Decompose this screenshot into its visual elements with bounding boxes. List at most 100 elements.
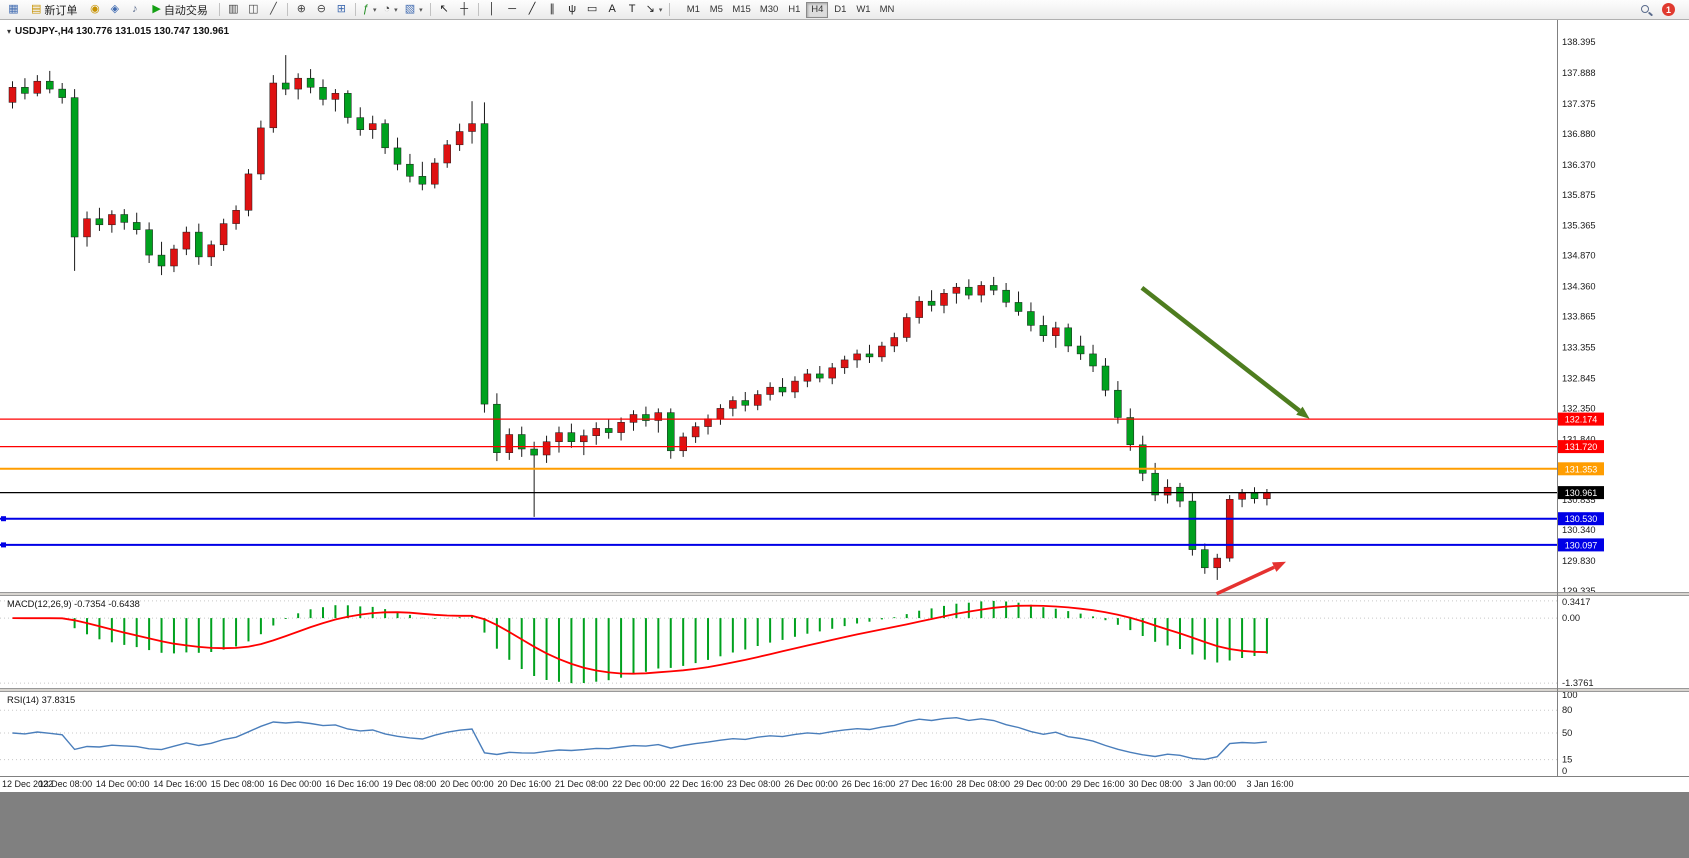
panel-chrome — [0, 20, 1689, 858]
svg-text:134.870: 134.870 — [1562, 251, 1596, 261]
svg-text:100: 100 — [1562, 690, 1578, 700]
sound-button[interactable]: ♪ — [125, 1, 144, 18]
zoom-in-button[interactable]: ⊕ — [292, 1, 311, 18]
svg-text:22 Dec 00:00: 22 Dec 00:00 — [612, 779, 666, 789]
svg-text:131.840: 131.840 — [1562, 434, 1596, 444]
compass-icon: ◉ — [90, 3, 100, 15]
rsi-panel: 100 80 50 150 — [0, 690, 1578, 776]
toolbar-separator — [354, 3, 356, 16]
chart-window-icon: ▦ — [8, 3, 19, 15]
svg-text:0.3417: 0.3417 — [1562, 597, 1590, 607]
timeframe-m1-button[interactable]: M1 — [682, 2, 704, 18]
svg-text:12 Dec 2022: 12 Dec 2022 — [2, 779, 53, 789]
cursor-button[interactable]: ↖ — [435, 1, 454, 18]
chart-window-button[interactable]: ▦ — [4, 1, 23, 18]
chart-area[interactable]: 138.395 137.888 137.375 136.880 136.370 135.8… — [0, 20, 1689, 858]
arrows-icon: ↘ — [645, 3, 655, 15]
svg-text:130.530: 130.530 — [1565, 514, 1598, 524]
timeframe-m5-button[interactable]: M5 — [705, 2, 727, 18]
svg-text:129.830: 129.830 — [1562, 556, 1596, 566]
timeframe-m15-button[interactable]: M15 — [728, 2, 754, 18]
svg-text:0: 0 — [1562, 766, 1567, 776]
svg-text:137.888: 137.888 — [1562, 68, 1596, 78]
svg-text:131.353: 131.353 — [1565, 464, 1598, 474]
crosshair-button[interactable]: ┼ — [455, 1, 474, 18]
fibonacci-button[interactable]: ψ — [563, 1, 582, 18]
periods-icon: ◔ — [383, 3, 391, 15]
auto-trading-icon: ▶ — [152, 3, 161, 15]
fibonacci-icon: ψ — [568, 3, 577, 15]
timeframe-m30-button[interactable]: M30 — [756, 2, 782, 18]
candles-layer — [8, 55, 1271, 580]
timeframe-mn-button[interactable]: MN — [876, 2, 899, 18]
price-badges: 132.174 131.720 131.353 130.961 130.530 130.0… — [1558, 412, 1604, 552]
svg-text:20 Dec 00:00: 20 Dec 00:00 — [440, 779, 494, 789]
horizontal-line-button[interactable]: ─ — [503, 1, 522, 18]
compass-button[interactable]: ◉ — [85, 1, 104, 18]
svg-text:26 Dec 16:00: 26 Dec 16:00 — [842, 779, 896, 789]
svg-text:130.961: 130.961 — [1565, 488, 1598, 498]
svg-text:13 Dec 08:00: 13 Dec 08:00 — [39, 779, 93, 789]
dropdown-caret-icon: ▾ — [394, 6, 398, 14]
macd-panel: 0.3417 0.00 -1.3761 — [0, 597, 1594, 688]
bar-chart-button[interactable]: ▥ — [224, 1, 243, 18]
indicators-icon: ƒ — [362, 3, 369, 15]
data-window-button[interactable]: ◈ — [105, 1, 124, 18]
svg-text:29 Dec 16:00: 29 Dec 16:00 — [1071, 779, 1125, 789]
svg-text:3 Jan 00:00: 3 Jan 00:00 — [1189, 779, 1236, 789]
candlestick-chart-button[interactable]: ◫ — [244, 1, 263, 18]
svg-text:129.335: 129.335 — [1562, 586, 1596, 596]
annotation-arrows[interactable] — [1140, 286, 1310, 596]
search-icon[interactable] — [1639, 3, 1653, 17]
equidistant-channel-button[interactable]: ∥ — [543, 1, 562, 18]
text-label-icon: T — [628, 3, 636, 15]
arrows-button[interactable]: ↘ ▾ — [643, 1, 666, 18]
new-order-button[interactable]: ▤ 新订单 — [24, 1, 84, 18]
timeframe-h1-button[interactable]: H1 — [783, 2, 805, 18]
svg-text:136.370: 136.370 — [1562, 160, 1596, 170]
toolbar-right: 1 — [1639, 3, 1685, 17]
line-chart-icon: ╱ — [270, 3, 277, 15]
dropdown-caret-icon: ▾ — [419, 6, 423, 14]
templates-icon: ▧ — [404, 3, 416, 15]
svg-text:23 Dec 08:00: 23 Dec 08:00 — [727, 779, 781, 789]
zoom-out-button[interactable]: ⊖ — [312, 1, 331, 18]
tile-windows-button[interactable]: ⊞ — [332, 1, 351, 18]
notification-badge[interactable]: 1 — [1662, 3, 1675, 16]
vertical-line-button[interactable]: │ — [483, 1, 502, 18]
svg-text:20 Dec 16:00: 20 Dec 16:00 — [498, 779, 552, 789]
svg-text:16 Dec 16:00: 16 Dec 16:00 — [325, 779, 379, 789]
equidistant-channel-icon: ∥ — [549, 3, 555, 15]
templates-button[interactable]: ▧ ▾ — [402, 1, 426, 18]
svg-text:15: 15 — [1562, 755, 1572, 765]
text-icon: A — [608, 3, 616, 15]
auto-trading-button[interactable]: ▶ 自动交易 — [145, 1, 214, 18]
dropdown-caret-icon: ▾ — [658, 6, 663, 14]
periods-button[interactable]: ◔ ▾ — [381, 1, 401, 18]
toolbar-separator — [429, 3, 431, 16]
svg-text:134.360: 134.360 — [1562, 282, 1596, 292]
line-chart-button[interactable]: ╱ — [264, 1, 283, 18]
new-order-label: 新订单 — [44, 4, 78, 17]
trendline-button[interactable]: ╱ — [523, 1, 542, 18]
svg-text:135.365: 135.365 — [1562, 221, 1596, 231]
cursor-icon: ↖ — [439, 3, 449, 15]
timeframe-d1-button[interactable]: D1 — [829, 2, 851, 18]
indicators-button[interactable]: ƒ ▾ — [360, 1, 380, 18]
text-label-button[interactable]: T — [623, 1, 642, 18]
price-levels-layer[interactable] — [0, 418, 1557, 548]
svg-text:137.375: 137.375 — [1562, 99, 1596, 109]
svg-text:131.720: 131.720 — [1565, 442, 1598, 452]
zoom-in-icon: ⊕ — [296, 3, 306, 15]
dropdown-caret-icon: ▾ — [373, 6, 377, 14]
svg-text:28 Dec 08:00: 28 Dec 08:00 — [956, 779, 1010, 789]
bar-chart-icon: ▥ — [228, 3, 239, 15]
timeframe-h4-button[interactable]: H4 — [806, 1, 829, 18]
timeframe-w1-button[interactable]: W1 — [852, 2, 874, 18]
candlestick-chart-canvas[interactable]: 138.395 137.888 137.375 136.880 136.370 135.8… — [0, 20, 1689, 858]
shapes-button[interactable]: ▭ — [583, 1, 602, 18]
svg-text:133.355: 133.355 — [1562, 343, 1596, 353]
svg-text:130.340: 130.340 — [1562, 525, 1596, 535]
text-button[interactable]: A — [603, 1, 622, 18]
new-order-icon: ▤ — [31, 3, 42, 15]
